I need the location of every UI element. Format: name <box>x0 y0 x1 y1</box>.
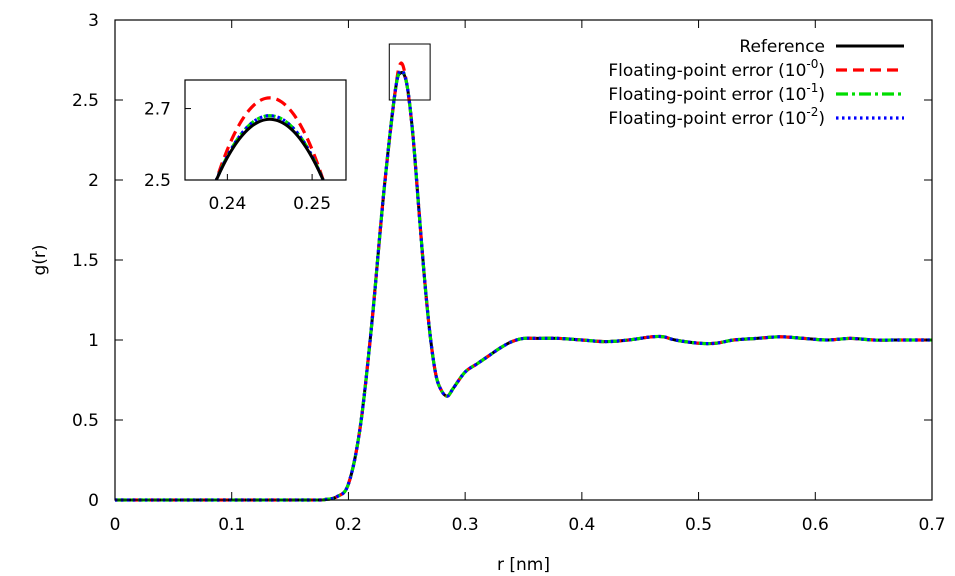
zoom-region-box <box>388 43 431 101</box>
x-tick-label: 0.5 <box>685 515 712 535</box>
inset-curves <box>214 96 325 180</box>
series-line-2 <box>114 69 932 502</box>
y-tick-label: 0 <box>88 491 99 511</box>
x-tick-label: 0.6 <box>802 515 829 535</box>
x-tick-label: 0.4 <box>568 515 595 535</box>
y-tick-label: 0.5 <box>72 411 99 431</box>
y-tick-label: 2.5 <box>72 91 99 111</box>
series-curves <box>114 61 932 502</box>
y-tick-label: 1.5 <box>72 251 99 271</box>
x-axis-title: r [nm] <box>497 555 550 575</box>
inset-frame <box>184 79 347 181</box>
inset-zoom-plot: 0.24 0.25 2.5 2.7 <box>144 79 347 214</box>
legend-label-2: Floating-point error (10-1) <box>608 81 825 105</box>
axis-ticks: 0 0.1 0.2 0.3 0.4 0.5 0.6 0.7 0 0.5 1 1.5 2 2.5 3 <box>72 11 946 535</box>
y-axis-title: g(r) <box>30 244 50 275</box>
y-tick-label: 1 <box>88 331 99 351</box>
x-tick-label: 0.7 <box>918 515 945 535</box>
legend-label-1: Floating-point error (10-0) <box>608 57 825 81</box>
x-tick-label: 0.3 <box>452 515 479 535</box>
y-tick-label: 2 <box>88 171 99 191</box>
inset-x-tick-label: 0.25 <box>293 194 331 214</box>
inset-series-line-1 <box>214 96 325 180</box>
inset-series-line-0 <box>214 117 325 180</box>
x-tick-label: 0 <box>110 515 121 535</box>
legend-label-0: Reference <box>739 37 825 57</box>
inset-series-line-2 <box>214 114 325 180</box>
x-tick-label: 0.1 <box>218 515 245 535</box>
x-tick-label: 0.2 <box>335 515 362 535</box>
y-tick-label: 3 <box>88 11 99 31</box>
legend-label-3: Floating-point error (10-2) <box>608 105 825 129</box>
inset-y-tick-label: 2.5 <box>144 171 171 191</box>
inset-y-tick-label: 2.7 <box>144 100 171 120</box>
inset-x-tick-label: 0.24 <box>208 194 246 214</box>
